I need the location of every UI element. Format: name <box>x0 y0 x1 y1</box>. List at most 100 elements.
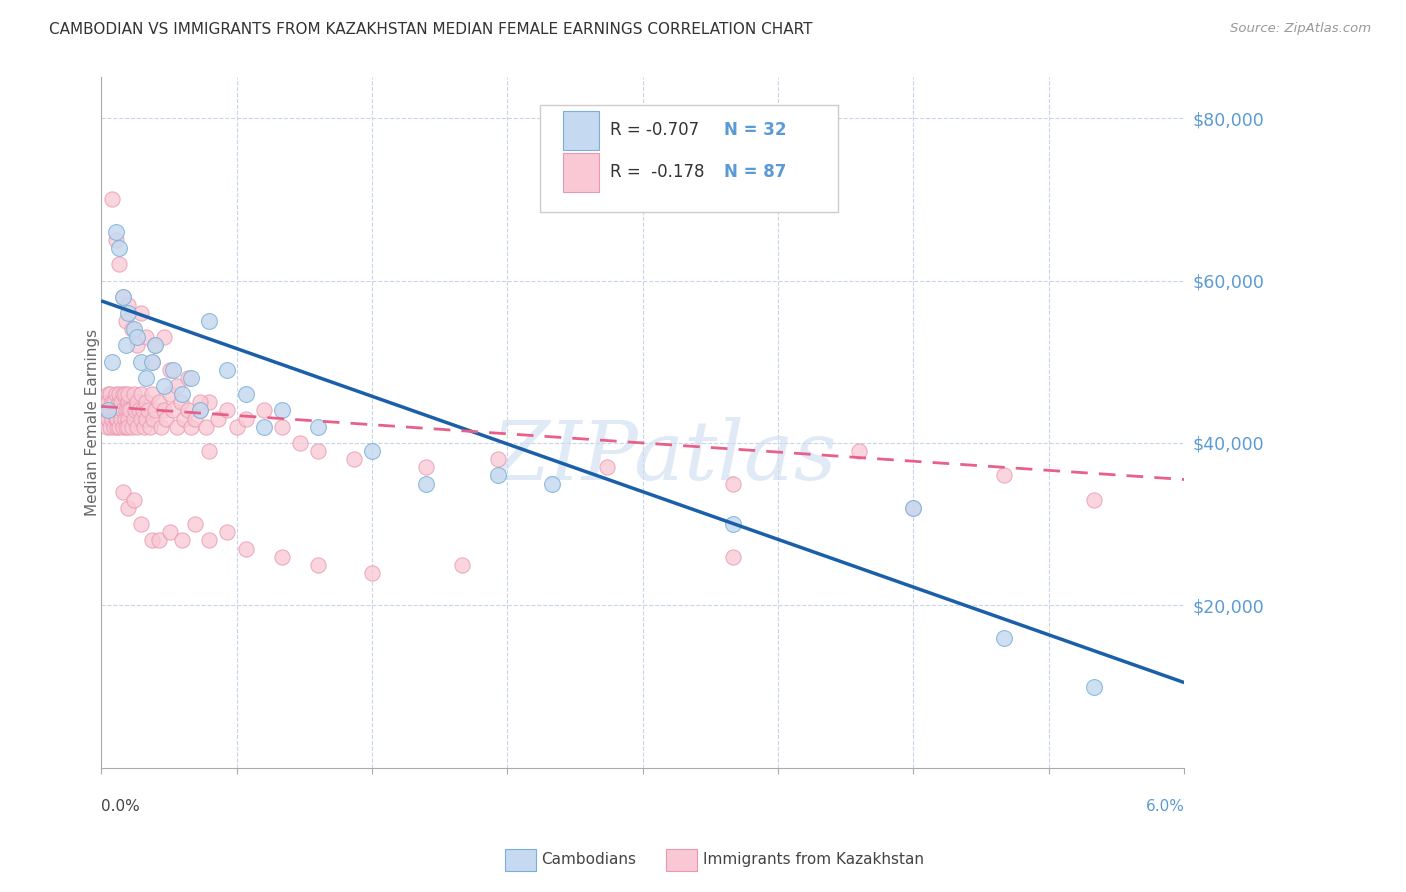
Point <box>105 411 128 425</box>
Point <box>91 403 114 417</box>
Point <box>104 387 127 401</box>
Point <box>184 517 207 532</box>
Point <box>129 306 152 320</box>
Point <box>143 338 166 352</box>
Point <box>190 395 212 409</box>
Point <box>134 419 156 434</box>
Point <box>115 403 138 417</box>
Point <box>486 452 509 467</box>
Point <box>111 290 134 304</box>
Point <box>252 419 274 434</box>
Point <box>115 338 138 352</box>
Point <box>135 330 157 344</box>
Point <box>110 395 132 409</box>
Point <box>270 403 292 417</box>
Point <box>122 387 145 401</box>
Point <box>104 233 127 247</box>
Point <box>415 460 437 475</box>
Point <box>108 403 131 417</box>
Point <box>129 411 152 425</box>
Point <box>1083 680 1105 694</box>
Text: Immigrants from Kazakhstan: Immigrants from Kazakhstan <box>703 853 924 867</box>
Point <box>198 314 221 328</box>
Text: 6.0%: 6.0% <box>1146 799 1184 814</box>
Point <box>111 387 134 401</box>
Point <box>153 403 176 417</box>
Point <box>117 395 139 409</box>
Point <box>121 419 143 434</box>
Point <box>111 290 134 304</box>
Point <box>159 363 181 377</box>
Point <box>117 411 139 425</box>
Point <box>307 558 329 572</box>
Point <box>173 411 195 425</box>
Point <box>169 395 191 409</box>
Point <box>142 411 165 425</box>
Text: N = 32: N = 32 <box>724 121 786 139</box>
Point <box>108 395 131 409</box>
Point <box>101 355 124 369</box>
Point <box>993 631 1015 645</box>
Text: 0.0%: 0.0% <box>101 799 139 814</box>
Point <box>115 314 138 328</box>
Point <box>721 517 744 532</box>
Point <box>104 225 127 239</box>
Point <box>103 419 125 434</box>
FancyBboxPatch shape <box>562 111 599 150</box>
Point <box>104 403 127 417</box>
Point <box>117 500 139 515</box>
Point <box>993 468 1015 483</box>
Point <box>111 403 134 417</box>
Point <box>104 411 127 425</box>
Point <box>143 403 166 417</box>
Point <box>111 419 134 434</box>
Point <box>108 241 131 255</box>
Point <box>117 403 139 417</box>
Point <box>198 395 221 409</box>
Point <box>98 387 121 401</box>
Point <box>177 371 200 385</box>
Point <box>128 403 150 417</box>
Point <box>110 411 132 425</box>
Point <box>141 355 163 369</box>
Point <box>122 322 145 336</box>
Point <box>121 322 143 336</box>
Point <box>105 419 128 434</box>
Point <box>903 500 925 515</box>
Point <box>127 338 149 352</box>
Point <box>93 411 115 425</box>
Point <box>135 395 157 409</box>
Point <box>108 419 131 434</box>
Text: Source: ZipAtlas.com: Source: ZipAtlas.com <box>1230 22 1371 36</box>
Point <box>118 403 141 417</box>
Text: R =  -0.178: R = -0.178 <box>610 163 704 181</box>
Point <box>103 403 125 417</box>
Point <box>162 403 184 417</box>
Point <box>172 533 194 548</box>
Point <box>252 403 274 417</box>
Point <box>108 387 131 401</box>
Point <box>141 387 163 401</box>
Point <box>101 192 124 206</box>
Point <box>96 419 118 434</box>
Point <box>98 419 121 434</box>
Point <box>117 387 139 401</box>
Point <box>190 403 212 417</box>
Point <box>180 371 202 385</box>
Point <box>129 387 152 401</box>
Point <box>217 525 239 540</box>
Point <box>903 500 925 515</box>
Point <box>122 492 145 507</box>
Text: R = -0.707: R = -0.707 <box>610 121 699 139</box>
Point <box>159 525 181 540</box>
Point <box>148 533 170 548</box>
Point <box>307 419 329 434</box>
Text: N = 87: N = 87 <box>724 163 786 181</box>
Point <box>114 411 136 425</box>
Point <box>98 403 121 417</box>
Point <box>270 549 292 564</box>
Point <box>136 403 159 417</box>
Point <box>595 460 617 475</box>
Point <box>235 387 257 401</box>
Point <box>166 379 188 393</box>
